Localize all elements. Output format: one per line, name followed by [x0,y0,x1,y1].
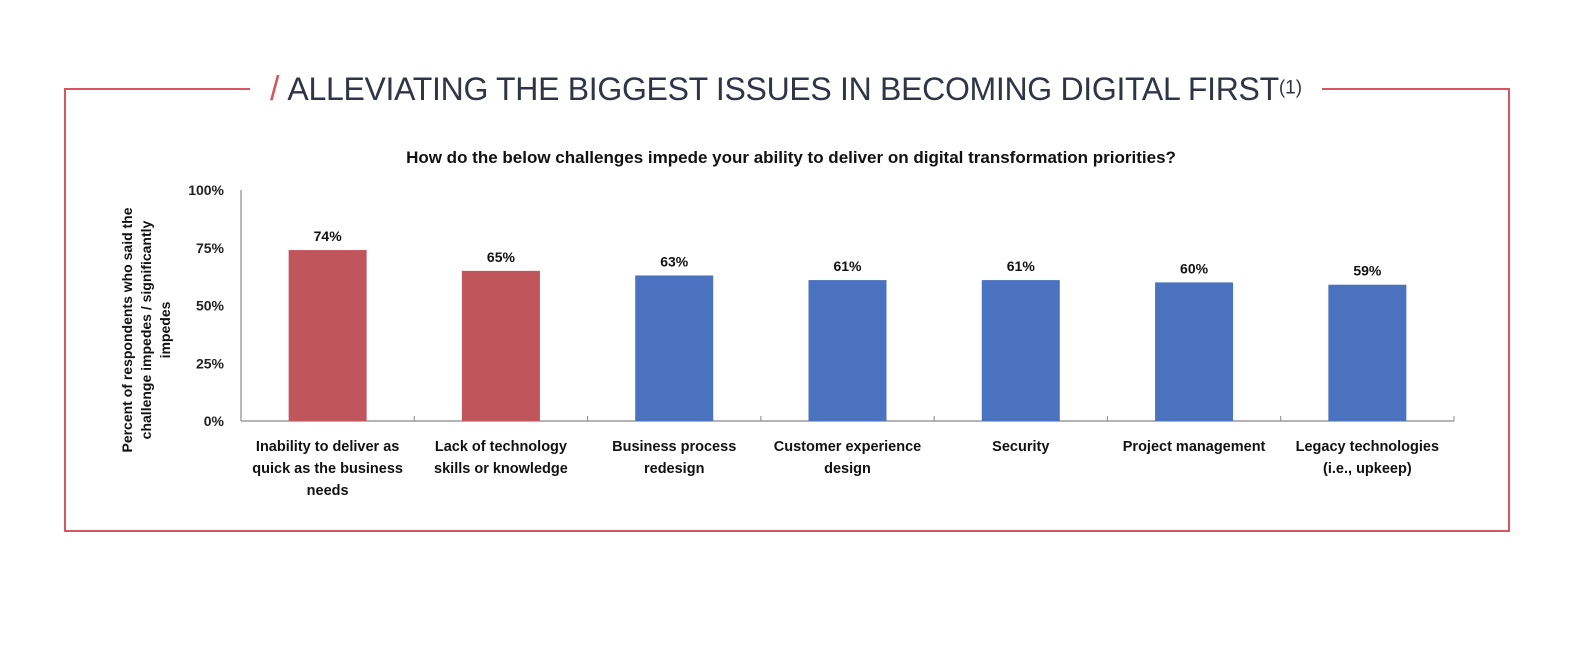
category-label-line: Business process [612,439,736,455]
category-label-line: Project management [1123,439,1266,455]
category-label-line: redesign [644,461,704,477]
category-label-line: design [824,461,871,477]
page-title: / ALLEVIATING THE BIGGEST ISSUES IN BECOM… [250,70,1322,110]
bar [288,250,367,421]
category-label: Security [992,439,1049,455]
category-label-line: quick as the business [252,461,403,477]
data-label: 63% [660,253,689,269]
data-label: 65% [487,249,516,265]
category-label-line: Security [992,439,1049,455]
y-axis-label-line: Percent of respondents who said the [119,207,135,452]
category-label-line: Lack of technology [435,439,567,455]
title-text: ALLEVIATING THE BIGGEST ISSUES IN BECOMI… [287,71,1279,107]
title-slash: / [269,70,280,108]
y-tick-label: 75% [196,240,225,256]
data-label: 59% [1353,263,1382,279]
data-label: 74% [314,228,343,244]
category-label-line: Inability to deliver as [256,439,399,455]
category-label-line: needs [307,483,349,499]
category-label: Business process redesign [612,439,736,477]
data-label: 60% [1180,260,1209,276]
y-tick-label: 25% [196,355,225,371]
bar [1155,282,1234,421]
y-axis-label-line: challenge impedes / significantly [138,220,154,439]
bar [461,270,540,421]
bar [1328,284,1407,421]
category-label-line: (i.e., upkeep) [1323,461,1412,477]
y-axis-label-line: impedes [157,301,173,358]
category-label: Inability to deliver as quick as the busi… [252,439,403,499]
category-label-line: Legacy technologies [1296,439,1439,455]
bar [635,275,714,421]
y-tick-label: 0% [204,413,225,429]
category-label: Customer experience design [774,439,921,477]
y-tick-label: 50% [196,298,225,314]
category-label: Lack of technology skills or knowledge [434,439,568,477]
category-label: Project management [1123,439,1266,455]
bar [808,280,887,421]
data-label: 61% [1007,258,1036,274]
category-label-line: skills or knowledge [434,461,568,477]
y-tick-label: 100% [188,182,224,198]
category-label-line: Customer experience [774,439,921,455]
chart-title: How do the below challenges impede your … [406,148,1176,167]
category-label: Legacy technologies (i.e., upkeep) [1296,439,1439,477]
title-footnote: (1) [1278,77,1303,99]
y-axis-label: Percent of respondents who said the chall… [119,207,173,452]
bar [981,280,1060,421]
data-label: 61% [833,258,862,274]
